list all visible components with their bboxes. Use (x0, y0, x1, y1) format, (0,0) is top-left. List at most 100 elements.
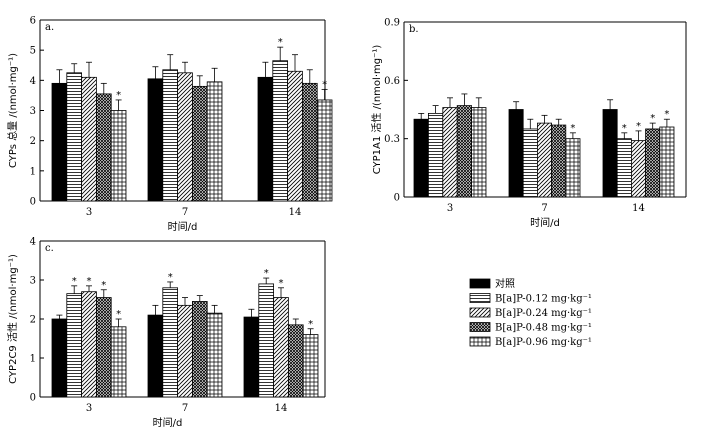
panel-label: b. (409, 24, 419, 35)
significance-star: * (116, 309, 121, 320)
bar (110, 326, 127, 398)
y-tick-label: 5 (30, 46, 36, 57)
chart-panel-2: 0 0.3 0.6 0.9 b. CYP1A1 活性 /(nmol·mg⁻¹) 时间/d 3 7… (370, 18, 687, 229)
significance-star: * (116, 90, 121, 101)
bar (191, 85, 208, 202)
bar (162, 287, 179, 398)
y-tick-label: 0 (394, 193, 400, 204)
bar (147, 314, 164, 398)
significance-star: * (278, 37, 283, 48)
legend-label: B[a]P-0.12 mg·kg⁻¹ (495, 294, 592, 305)
significance-star: * (636, 121, 641, 132)
y-tick-label: 6 (30, 16, 36, 27)
y-tick-label: 2 (30, 315, 36, 326)
bar (81, 291, 97, 398)
y-axis-label: CYPs 总量 /(nmol·mg⁻¹) (6, 53, 19, 168)
x-axis-label: 时间/d (530, 216, 560, 229)
bar (206, 312, 223, 398)
chart-panel-3: 0 1 2 3 4 c. CYP2C9 活性 /(nmol·mg⁻¹) 时间/d 3 * * * * 7 *… (6, 237, 326, 429)
x-axis-label: 时间/d (168, 220, 198, 233)
significance-star: * (87, 276, 92, 287)
legend-swatch (469, 293, 491, 303)
y-tick-label: 4 (30, 237, 36, 248)
bar (413, 118, 429, 198)
y-tick-label: 1 (30, 354, 36, 365)
x-tick-label: 3 (447, 203, 453, 214)
bar (66, 293, 83, 398)
y-axis-label: CYP1A1 活性 /(nmol·mg⁻¹) (370, 45, 383, 175)
bar (301, 82, 318, 202)
bar (508, 109, 524, 198)
panel-label: c. (45, 243, 54, 254)
bar (616, 138, 632, 198)
bar (456, 105, 473, 198)
bar (110, 110, 127, 202)
y-axis-label: CYP2C9 活性 /(nmol·mg⁻¹) (6, 254, 19, 384)
bar (551, 124, 567, 198)
y-tick-label: 0.9 (384, 18, 400, 29)
x-tick-label: 14 (289, 207, 302, 218)
significance-star: * (322, 79, 327, 90)
significance-star: * (664, 109, 669, 120)
x-tick-label: 14 (632, 203, 645, 214)
bar (471, 107, 487, 198)
bar (631, 140, 647, 198)
x-tick-label: 7 (182, 403, 188, 414)
legend: 对照 B[a]P-0.12 mg·kg⁻¹ B[a]P-0.24 mg·kg⁻¹ B[… (469, 277, 592, 348)
y-tick-label: 0.3 (384, 134, 400, 145)
y-tick-label: 0.6 (384, 76, 400, 87)
bar (442, 107, 458, 198)
bar (537, 122, 553, 198)
chart-panel-1: 0 1 2 3 4 5 6 a. CYPs 总量 /(nmol·mg⁻¹) 时间/d 3 * 7 14 * * (6, 16, 333, 233)
significance-star: * (264, 268, 269, 279)
bar (162, 69, 179, 202)
bar (177, 304, 193, 398)
x-tick-label: 7 (182, 207, 188, 218)
bar (66, 72, 83, 202)
bar (302, 334, 319, 398)
bar (287, 324, 304, 398)
bar (427, 112, 444, 198)
legend-swatch (469, 307, 491, 318)
x-tick-label: 3 (86, 207, 92, 218)
significance-star: * (101, 280, 106, 291)
significance-star: * (72, 276, 77, 287)
bar (191, 301, 208, 398)
legend-swatch (469, 278, 491, 289)
x-tick-label: 3 (86, 403, 92, 414)
x-tick-label: 7 (541, 203, 547, 214)
bar (96, 93, 112, 202)
x-tick-label: 14 (275, 403, 288, 414)
bar (272, 60, 288, 202)
bar (51, 82, 68, 202)
bar (81, 76, 97, 202)
bar (522, 128, 538, 198)
bar (287, 70, 303, 202)
significance-star: * (622, 123, 627, 134)
bar (565, 138, 581, 198)
y-tick-label: 0 (30, 197, 36, 208)
y-tick-label: 0 (30, 393, 36, 404)
y-tick-label: 3 (30, 106, 36, 117)
bar (257, 76, 274, 202)
bar (316, 99, 333, 202)
legend-swatch (469, 322, 491, 332)
bar (177, 72, 193, 202)
significance-star: * (650, 113, 655, 124)
bar (602, 109, 618, 198)
significance-star: * (308, 319, 313, 330)
significance-star: * (279, 278, 284, 289)
legend-label: B[a]P-0.96 mg·kg⁻¹ (495, 337, 592, 348)
bar (96, 297, 112, 398)
y-tick-label: 1 (30, 166, 36, 177)
bar (51, 318, 68, 398)
y-tick-label: 4 (30, 76, 36, 87)
y-tick-label: 3 (30, 276, 36, 287)
x-axis-label: 时间/d (153, 416, 183, 429)
bar (147, 78, 164, 202)
bar (659, 126, 675, 198)
legend-label: B[a]P-0.24 mg·kg⁻¹ (495, 308, 592, 319)
panel-label: a. (45, 22, 54, 33)
bar (206, 81, 223, 202)
